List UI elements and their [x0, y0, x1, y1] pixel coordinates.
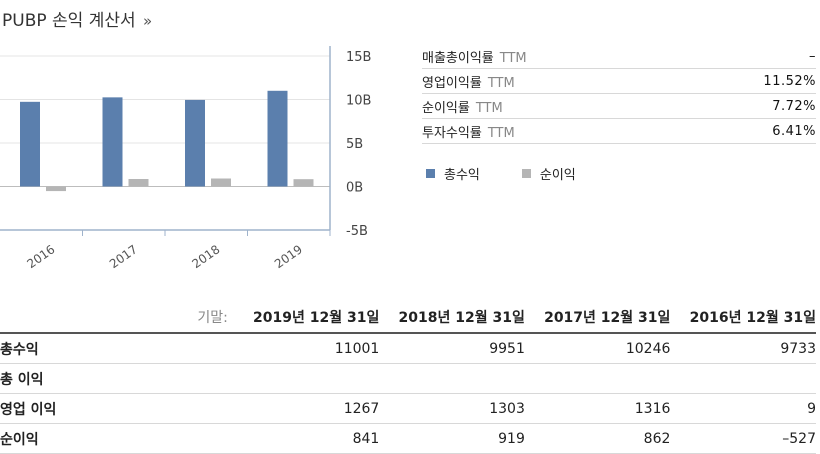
table-cell: 1303 [379, 393, 525, 424]
ttm-label: TTM [487, 75, 515, 91]
financials-table: 기말: 2019년 12월 31일 2018년 12월 31일 2017년 12… [0, 302, 816, 454]
bar-revenue-2016 [20, 101, 40, 187]
table-cell: 9733 [670, 333, 816, 364]
ratio-summary: 매출총이익률 TTM – 영업이익률 TTM 11.52% 순이익률 TTM 7.72… [422, 44, 816, 144]
table-row-operating-income: 영업 이익 1267 1303 1316 9 [0, 393, 816, 424]
table-cell [233, 363, 380, 394]
page-title-text: PUBP 손익 계산서 [2, 11, 136, 31]
row-label: 총 이익 [0, 363, 234, 394]
x-tick-label: 2016 [24, 242, 57, 270]
table-cell: 862 [524, 423, 671, 454]
ttm-label: TTM [487, 125, 515, 141]
table-row-total-revenue: 총수익 11001 9951 10246 9733 [0, 333, 816, 364]
table-cell: 919 [379, 423, 525, 454]
stat-label: 순이익률 [422, 100, 470, 116]
row-label: 순이익 [0, 423, 234, 454]
page-title: PUBP 손익 계산서 » [2, 6, 152, 31]
column-header: 2018년 12월 31일 [379, 302, 525, 334]
table-cell: 1316 [524, 393, 671, 424]
stat-row-operating-margin: 영업이익률 TTM 11.52% [422, 69, 816, 94]
y-tick-label: 15B [346, 50, 371, 65]
stat-row-gross-margin: 매출총이익률 TTM – [422, 44, 816, 69]
bar-net-income-2016 [46, 186, 66, 192]
x-tick-label: 2017 [107, 242, 140, 270]
stat-value: – [809, 48, 816, 64]
stat-value: 11.52% [763, 73, 816, 89]
y-tick-label: 0B [346, 181, 363, 196]
table-cell [670, 363, 816, 394]
table-cell: 11001 [233, 333, 380, 364]
y-tick-label: 5B [346, 137, 363, 152]
bar-revenue-2017 [102, 97, 123, 187]
bar-net-income-2018 [211, 178, 231, 187]
legend-label: 순이익 [539, 168, 576, 183]
stat-value: 7.72% [772, 98, 816, 114]
y-tick-label: 10B [346, 94, 371, 109]
stat-row-roi: 투자수익률 TTM 6.41% [422, 119, 816, 144]
column-header: 2019년 12월 31일 [233, 302, 380, 334]
row-label: 총수익 [0, 333, 234, 364]
table-cell: 841 [233, 423, 380, 454]
stat-label: 매출총이익률 [422, 50, 494, 66]
income-chart: 15B 10B 5B 0B -5B 2016 2017 2018 2019 [0, 46, 371, 270]
stat-label: 투자수익률 [422, 125, 482, 141]
legend-item-net-income[interactable]: 순이익 [521, 164, 576, 183]
legend-item-revenue[interactable]: 총수익 [426, 164, 480, 183]
table-cell: 1267 [233, 393, 380, 424]
column-header: 2017년 12월 31일 [524, 302, 671, 334]
ttm-label: TTM [475, 100, 503, 116]
y-tick-label: -5B [346, 224, 368, 239]
bar-revenue-2019 [267, 90, 288, 187]
bar-net-income-2019 [293, 179, 314, 187]
legend-swatch-revenue [426, 169, 435, 178]
x-tick-label: 2018 [189, 242, 222, 270]
table-header: 기말: 2019년 12월 31일 2018년 12월 31일 2017년 12… [0, 302, 816, 334]
period-label: 기말: [0, 302, 234, 334]
table-cell [379, 363, 525, 394]
stat-row-net-margin: 순이익률 TTM 7.72% [422, 94, 816, 119]
bar-revenue-2018 [185, 99, 205, 187]
table-cell: 10246 [524, 333, 671, 364]
table-cell: –527 [670, 423, 816, 454]
stat-label: 영업이익률 [422, 75, 482, 91]
table-row-gross-profit: 총 이익 [0, 363, 816, 394]
x-tick-label: 2019 [272, 242, 305, 270]
more-link[interactable]: » [143, 12, 153, 30]
table-cell: 9 [670, 393, 816, 424]
legend-swatch-net-income [521, 169, 531, 178]
row-label: 영업 이익 [0, 393, 234, 424]
chart-legend: 총수익 순이익 [426, 164, 618, 183]
table-cell: 9951 [379, 333, 525, 364]
table-row-net-income: 순이익 841 919 862 –527 [0, 423, 816, 454]
stat-value: 6.41% [772, 123, 816, 139]
column-header: 2016년 12월 31일 [670, 302, 816, 334]
bar-net-income-2017 [128, 179, 149, 187]
table-cell [524, 363, 671, 394]
ttm-label: TTM [499, 50, 527, 66]
legend-label: 총수익 [444, 168, 480, 183]
